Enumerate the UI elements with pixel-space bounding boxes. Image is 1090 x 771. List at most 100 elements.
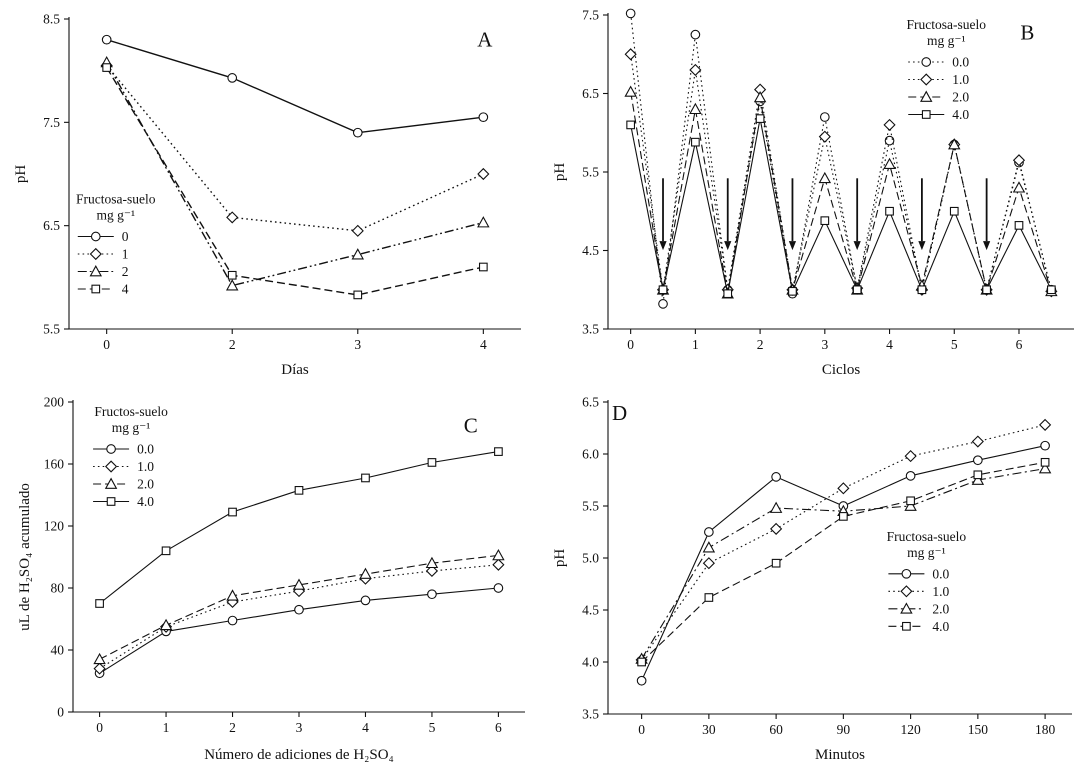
square-marker xyxy=(722,288,732,298)
triangle-marker xyxy=(476,215,490,227)
axes xyxy=(602,400,1072,719)
down-arrow xyxy=(853,177,861,250)
triangle-marker xyxy=(919,90,932,102)
legend-entry-label: 2 xyxy=(121,264,128,279)
y-tick-label: 40 xyxy=(50,643,64,658)
y-tick-label: 3.5 xyxy=(582,707,599,722)
triangle-marker xyxy=(702,541,715,553)
diamond-marker xyxy=(882,118,896,131)
triangle-marker xyxy=(491,549,505,561)
circle-marker xyxy=(226,72,237,83)
x-tick-label: 120 xyxy=(900,722,921,737)
diamond-marker xyxy=(425,564,438,578)
square-marker xyxy=(690,137,700,147)
series-2.0 xyxy=(92,549,505,665)
y-axis-label: uL de H₂SO₄ acumulado xyxy=(17,483,33,631)
legend-entry-label: 2.0 xyxy=(932,601,949,616)
chart-c: 0 40 80 120 160 200 0 1 2 3 4 5 6 Número de adiciones… xyxy=(17,395,525,763)
square-marker xyxy=(1014,220,1023,230)
square-marker xyxy=(90,284,100,293)
x-tick-label: 2 xyxy=(228,337,235,352)
square-marker xyxy=(493,447,503,456)
circle-marker xyxy=(703,527,714,537)
square-marker xyxy=(1040,457,1049,467)
y-tick-label: 0 xyxy=(57,705,64,720)
square-marker xyxy=(704,593,713,602)
x-tick-label: 4 xyxy=(362,720,369,735)
triangle-marker xyxy=(769,501,782,513)
triangle-marker xyxy=(899,602,913,614)
legend-entry-label: 1.0 xyxy=(952,72,969,87)
legend-entry-label: 2.0 xyxy=(952,89,969,104)
x-tick-label: 6 xyxy=(495,720,502,735)
square-marker xyxy=(101,62,111,72)
x-tick-label: 0 xyxy=(638,722,645,737)
square-marker xyxy=(427,458,436,467)
square-marker xyxy=(771,558,780,568)
triangle-marker xyxy=(104,477,117,489)
x-tick-label: 180 xyxy=(1034,722,1055,737)
panel-b: 3.5 4.5 5.5 6.5 7.5 0 1 2 3 4 5 6 Ciclos pH Fructosa-s… xyxy=(545,0,1090,385)
legend-entry-label: 4 xyxy=(121,281,128,296)
panel-letter: C xyxy=(463,413,477,437)
panel-letter: B xyxy=(1020,20,1034,44)
x-tick-label: 4 xyxy=(479,337,486,352)
y-tick-label: 5.5 xyxy=(582,499,599,514)
y-tick-label: 5.5 xyxy=(582,164,599,179)
square-marker xyxy=(625,120,635,129)
x-tick-label: 30 xyxy=(702,722,716,737)
triangle-marker xyxy=(947,137,960,149)
circle-marker xyxy=(105,444,116,454)
legend-entry-label: 1.0 xyxy=(137,459,154,474)
y-tick-label: 6.5 xyxy=(582,86,599,101)
x-tick-label: 5 xyxy=(428,720,435,735)
panel-letter: A xyxy=(477,27,493,51)
circle-marker xyxy=(770,472,781,482)
legend-entry-label: 0 xyxy=(121,229,128,244)
x-tick-label: 0 xyxy=(96,720,103,735)
series-1 xyxy=(100,58,489,237)
panel-d: 3.5 4.0 4.5 5.0 5.5 6.0 6.5 0 30 60 90 120 150 180 Min… xyxy=(545,385,1090,771)
legend-title: Fructosa-suelo xyxy=(886,529,966,544)
triangle-marker xyxy=(292,578,305,590)
triangle-marker xyxy=(358,567,372,579)
circle-marker xyxy=(493,583,503,593)
y-tick-label: 5.5 xyxy=(43,321,60,336)
triangle-marker xyxy=(225,278,238,290)
diamond-marker xyxy=(225,210,238,223)
legend-subtitle: mg g⁻¹ xyxy=(111,420,150,435)
series-2 xyxy=(99,55,490,290)
square-marker xyxy=(636,657,646,667)
diamond-marker xyxy=(688,63,701,76)
down-arrow xyxy=(917,177,926,250)
square-marker xyxy=(852,284,862,294)
circle-marker xyxy=(636,675,646,686)
axes xyxy=(602,12,1074,334)
triangle-marker xyxy=(971,473,984,485)
x-tick-label: 1 xyxy=(692,337,699,352)
circle-marker xyxy=(920,56,931,67)
y-tick-label: 80 xyxy=(50,581,64,596)
x-tick-label: 3 xyxy=(295,720,302,735)
legend-entry-label: 0.0 xyxy=(932,566,949,581)
square-marker xyxy=(658,284,667,294)
triangle-marker xyxy=(159,618,172,631)
x-tick-label: 5 xyxy=(950,337,957,352)
diamond-marker xyxy=(624,47,637,60)
square-marker xyxy=(161,546,170,556)
circle-marker xyxy=(426,589,437,600)
square-marker xyxy=(838,512,848,521)
legend-entry-label: 4.0 xyxy=(952,107,969,122)
square-marker xyxy=(905,496,915,506)
diamond-marker xyxy=(491,558,504,571)
circle-marker xyxy=(884,135,894,145)
square-marker xyxy=(949,206,959,216)
legend-entry-label: 1 xyxy=(121,246,128,261)
circle-marker xyxy=(819,111,830,122)
axes xyxy=(63,16,521,334)
circle-marker xyxy=(352,127,363,138)
